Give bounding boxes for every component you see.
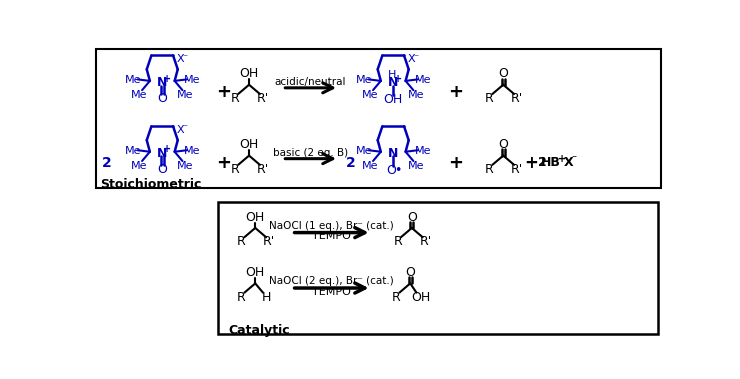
Text: ⁻: ⁻ xyxy=(413,53,418,63)
Bar xyxy=(95,49,662,188)
Text: Me: Me xyxy=(131,90,147,100)
Text: OH: OH xyxy=(240,138,259,151)
Text: N: N xyxy=(157,147,167,160)
Text: TEMPO: TEMPO xyxy=(312,232,351,241)
Text: HB: HB xyxy=(542,156,561,169)
Text: OH: OH xyxy=(246,266,265,279)
Text: R: R xyxy=(485,163,494,176)
Text: 2: 2 xyxy=(101,155,111,169)
Text: +: + xyxy=(448,153,462,172)
Text: Me: Me xyxy=(408,90,425,100)
Text: NaOCl (1 eq.), Br⁻ (cat.): NaOCl (1 eq.), Br⁻ (cat.) xyxy=(269,221,394,231)
Text: O: O xyxy=(158,92,167,105)
Text: Me: Me xyxy=(124,75,141,85)
Text: R: R xyxy=(485,92,494,105)
Text: R': R' xyxy=(257,163,269,176)
Text: Me: Me xyxy=(178,161,194,171)
Text: OH: OH xyxy=(240,67,259,80)
Text: R': R' xyxy=(511,163,523,176)
Text: O: O xyxy=(498,67,508,80)
Text: Me: Me xyxy=(124,146,141,156)
Text: Me: Me xyxy=(184,146,200,156)
Text: N: N xyxy=(388,147,398,160)
Text: R: R xyxy=(231,163,240,176)
Text: TEMPO: TEMPO xyxy=(312,287,351,297)
Text: ⁻: ⁻ xyxy=(182,53,187,63)
Text: Me: Me xyxy=(355,146,372,156)
Text: R: R xyxy=(237,235,246,248)
Text: Me: Me xyxy=(362,90,378,100)
Text: R': R' xyxy=(511,92,523,105)
Text: +: + xyxy=(394,74,402,84)
Text: X: X xyxy=(177,54,185,64)
Text: +: + xyxy=(216,83,231,101)
Text: OH: OH xyxy=(383,93,403,106)
Text: acidic/neutral: acidic/neutral xyxy=(275,77,346,87)
Text: R: R xyxy=(392,291,400,304)
Text: O: O xyxy=(406,266,415,279)
Text: Me: Me xyxy=(184,75,200,85)
Text: O: O xyxy=(407,211,417,224)
Text: +: + xyxy=(163,74,171,84)
Text: basic (2 eq. B): basic (2 eq. B) xyxy=(273,147,348,158)
Text: Me: Me xyxy=(414,146,431,156)
Text: OH: OH xyxy=(246,211,265,224)
Text: H: H xyxy=(261,291,271,304)
Text: R': R' xyxy=(420,235,432,248)
Text: O: O xyxy=(158,163,167,176)
Bar xyxy=(218,202,659,334)
Text: N: N xyxy=(157,76,167,89)
Text: NaOCl (2 eq.), Br⁻ (cat.): NaOCl (2 eq.), Br⁻ (cat.) xyxy=(269,276,394,286)
Text: +: + xyxy=(524,153,538,172)
Text: •: • xyxy=(394,164,402,177)
Text: Me: Me xyxy=(178,90,194,100)
Text: +: + xyxy=(163,144,171,154)
Text: +: + xyxy=(448,83,462,101)
Text: Me: Me xyxy=(362,161,378,171)
Text: R': R' xyxy=(257,92,269,105)
Text: H: H xyxy=(388,70,397,80)
Text: O: O xyxy=(387,164,397,177)
Text: 2: 2 xyxy=(346,155,355,169)
Text: R: R xyxy=(231,92,240,105)
Text: Me: Me xyxy=(414,75,431,85)
Text: OH: OH xyxy=(411,291,431,304)
Text: Catalytic: Catalytic xyxy=(228,324,290,337)
Text: Stoichiometric: Stoichiometric xyxy=(100,178,201,191)
Text: 2: 2 xyxy=(539,156,547,169)
Text: X: X xyxy=(564,156,574,169)
Text: ⁻: ⁻ xyxy=(182,124,187,134)
Text: R: R xyxy=(394,235,403,248)
Text: Me: Me xyxy=(131,161,147,171)
Text: +: + xyxy=(558,154,566,164)
Text: X: X xyxy=(408,54,416,64)
Text: N: N xyxy=(388,76,398,89)
Text: R: R xyxy=(237,291,246,304)
Text: ⁻: ⁻ xyxy=(571,154,576,164)
Text: X: X xyxy=(177,125,185,135)
Text: Me: Me xyxy=(355,75,372,85)
Text: +: + xyxy=(216,153,231,172)
Text: O: O xyxy=(498,138,508,151)
Text: R': R' xyxy=(263,235,275,248)
Text: Me: Me xyxy=(408,161,425,171)
